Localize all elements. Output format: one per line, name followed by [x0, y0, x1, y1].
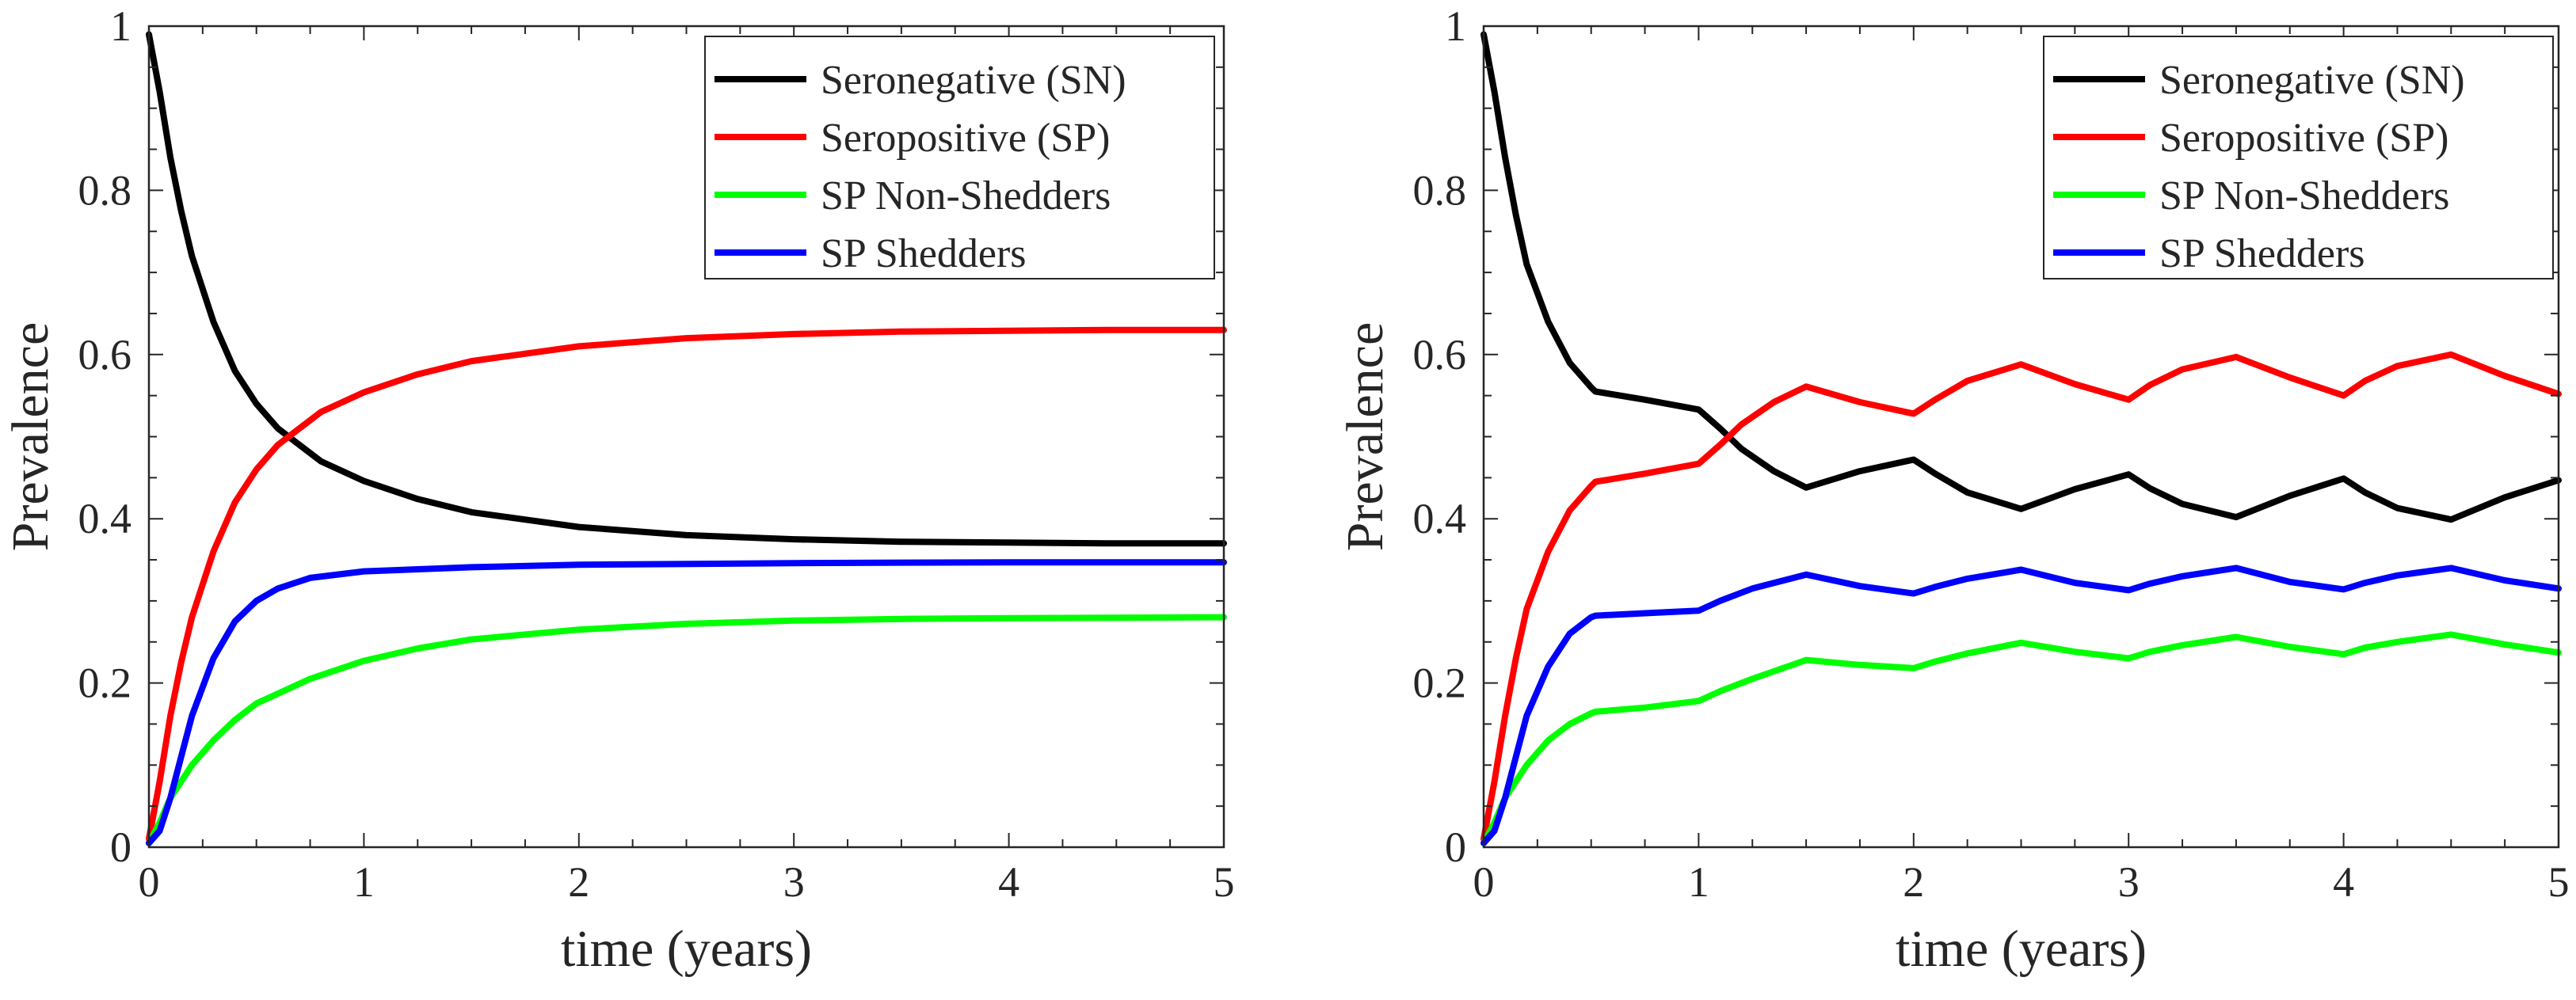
- x-tick-label: 1: [1688, 858, 1709, 906]
- y-tick-label: 1: [110, 2, 131, 50]
- series-line-seronegative-sn: [146, 31, 1227, 547]
- x-tick-label: 4: [2333, 858, 2354, 906]
- legend-label-sp-shedders: SP Shedders: [2159, 231, 2365, 276]
- y-tick-label: 0: [110, 823, 131, 871]
- y-tick-label: 0.6: [1413, 331, 1467, 378]
- legend-label-sp-shedders: SP Shedders: [821, 231, 1027, 276]
- y-tick-label: 0.4: [1413, 495, 1467, 542]
- series-line-sp-non-shedders: [146, 614, 1227, 846]
- legend: Seronegative (SN) Seropositive (SP) SP Non…: [2043, 36, 2554, 279]
- series-line-seronegative-sn: [1480, 31, 2562, 523]
- x-tick-label: 5: [1214, 858, 1235, 906]
- x-tick-label: 3: [2118, 858, 2140, 906]
- x-tick-label: 5: [2548, 858, 2570, 906]
- chart-panel-1: 0 1 2 3 4 5 0 0.2 0.4 0.6 0.8 1 time (years) Prevalen…: [2, 2, 1235, 978]
- series-line-sp-non-shedders: [1480, 631, 2562, 846]
- x-axis-label: time (years): [1896, 920, 2147, 978]
- x-axis-label: time (years): [561, 920, 812, 978]
- y-tick-label: 0.6: [78, 331, 132, 378]
- x-tick-label: 2: [1903, 858, 1924, 906]
- x-tick-label: 1: [353, 858, 375, 906]
- series-line-sp-shedders: [146, 559, 1227, 846]
- legend-label-seronegative-sn: Seronegative (SN): [821, 58, 1126, 103]
- series-line-seropositive-sp: [1480, 351, 2562, 842]
- legend-label-seropositive-sp: Seropositive (SP): [2159, 116, 2448, 161]
- minor-ticks: [1483, 25, 2559, 848]
- legend-label-sp-non-shedders: SP Non-Shedders: [821, 173, 1111, 219]
- x-tick-label: 2: [568, 858, 589, 906]
- legend-label-sp-non-shedders: SP Non-Shedders: [2159, 173, 2449, 219]
- legend: Seronegative (SN) Seropositive (SP) SP Non…: [704, 36, 1215, 279]
- y-tick-label: 0.8: [78, 166, 132, 214]
- y-tick-label: 0.8: [1413, 166, 1467, 214]
- series-line-sp-shedders: [1480, 565, 2562, 846]
- chart-panel-2: 0 1 2 3 4 5 0 0.2 0.4 0.6 0.8 1 time (years) Prevalen…: [1336, 2, 2570, 978]
- y-tick-label: 0.2: [78, 660, 132, 707]
- y-tick-label: 0.4: [78, 495, 132, 542]
- y-axis-label: Prevalence: [2, 322, 59, 552]
- series-line-seropositive-sp: [146, 326, 1227, 842]
- y-tick-label: 1: [1445, 2, 1466, 50]
- legend-label-seronegative-sn: Seronegative (SN): [2159, 58, 2465, 103]
- y-axis-label: Prevalence: [1336, 322, 1394, 552]
- x-tick-label: 0: [139, 858, 160, 906]
- legend-label-seropositive-sp: Seropositive (SP): [821, 116, 1110, 161]
- y-tick-label: 0.2: [1413, 660, 1467, 707]
- minor-ticks: [148, 25, 1225, 848]
- x-tick-label: 0: [1473, 858, 1495, 906]
- y-tick-label: 0: [1445, 823, 1466, 871]
- x-tick-label: 4: [998, 858, 1019, 906]
- x-tick-label: 3: [783, 858, 805, 906]
